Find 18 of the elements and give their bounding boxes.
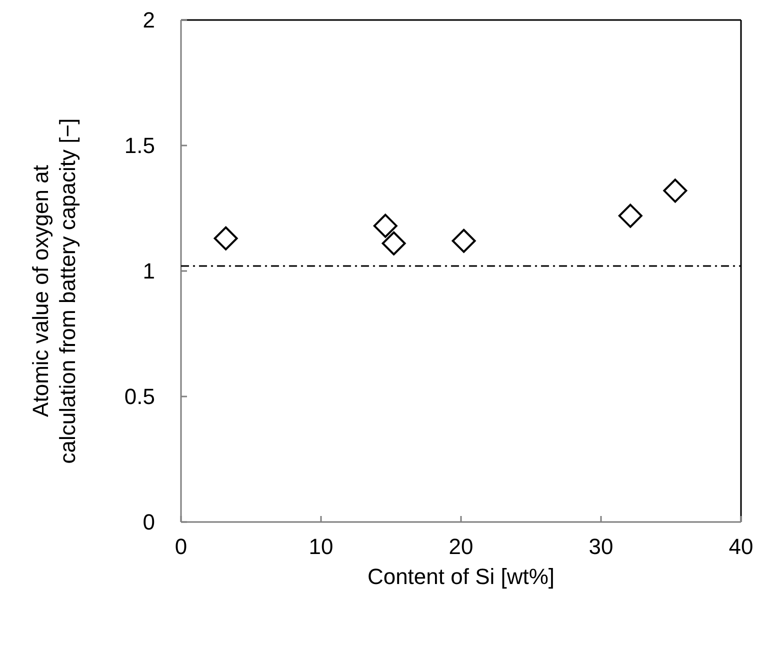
x-axis-title: Content of Si [wt%] (367, 564, 555, 589)
y-tick-label: 1.5 (124, 133, 155, 158)
x-tick-label: 10 (308, 534, 334, 559)
y-tick-label: 0 (142, 510, 155, 535)
point (663, 178, 688, 203)
y-axis-title: Atomic value of oxygen at calculation from battery capacity [−] (28, 118, 80, 464)
point (373, 214, 398, 238)
x-tick-label: 20 (448, 534, 474, 559)
x-tick-label: 30 (588, 534, 614, 559)
y-tick-label: 2 (142, 8, 155, 33)
point (452, 228, 476, 253)
y-tick-label: 0.5 (124, 384, 155, 410)
x-tick-label: 0 (174, 534, 188, 559)
point (618, 204, 642, 228)
point (382, 231, 406, 256)
x-tick-label: 40 (728, 534, 754, 559)
y-tick-label: 1 (142, 258, 155, 284)
point (214, 226, 238, 250)
